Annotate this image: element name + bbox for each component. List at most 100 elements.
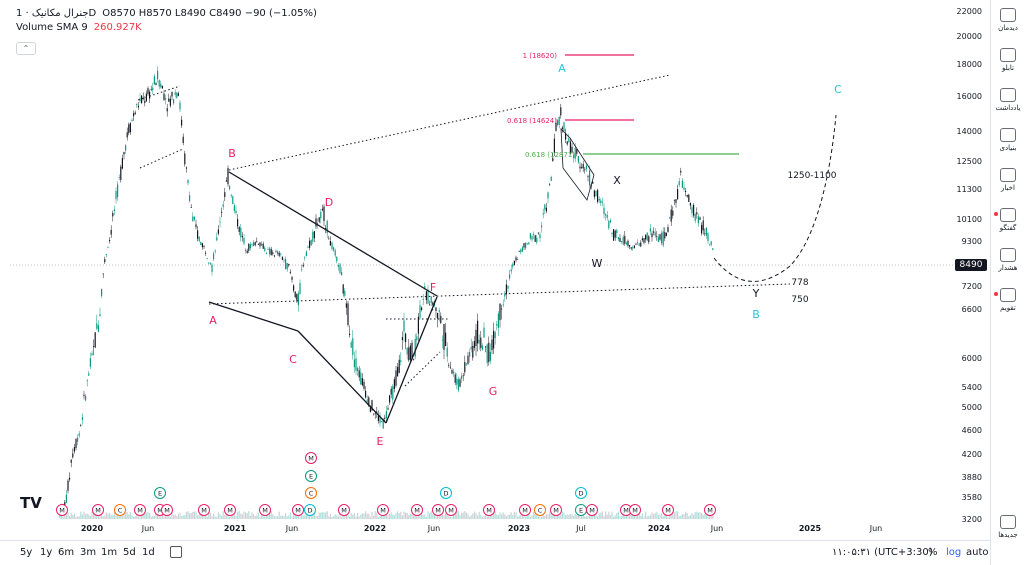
event-marker: E <box>575 504 587 516</box>
candle-body <box>427 289 429 304</box>
sidebar-item-3[interactable]: بنیادی <box>991 128 1024 152</box>
wave-label: X <box>613 174 621 187</box>
volume-bar <box>281 515 283 519</box>
volume-bar <box>465 512 467 519</box>
board-icon <box>1000 48 1016 62</box>
candle-body <box>488 342 490 362</box>
wave-label: G <box>489 385 498 398</box>
candle-body <box>213 253 215 260</box>
candle-body <box>451 370 453 374</box>
candle-body <box>459 379 461 387</box>
volume-bar <box>365 511 367 519</box>
dotted-trend-line <box>228 74 671 171</box>
candle-body <box>270 248 272 256</box>
volume-bar <box>424 514 426 519</box>
volume-bar <box>110 514 112 519</box>
volume-bar <box>632 513 634 519</box>
sidebar-item-2[interactable]: یادداشت <box>991 88 1024 112</box>
candle-body <box>93 346 95 347</box>
volume-bar <box>425 516 427 519</box>
candle-body <box>606 214 608 218</box>
sidebar-item-8[interactable]: جدیدها <box>991 515 1024 539</box>
volume-bar <box>456 511 458 519</box>
candle-body <box>461 375 463 379</box>
event-marker-letter: M <box>262 507 268 515</box>
percent-scale-button[interactable]: % <box>928 547 938 558</box>
candle-body <box>85 395 87 401</box>
event-marker-circle <box>161 504 173 516</box>
timeframe-5y[interactable]: 5y <box>20 547 33 558</box>
timeframe-3m[interactable]: 3m <box>80 547 97 558</box>
candle-body <box>510 269 512 272</box>
collapse-legend-button[interactable]: ⌃ <box>16 42 36 55</box>
sidebar-item-1[interactable]: تابلو <box>991 48 1024 72</box>
volume-bar <box>288 515 290 519</box>
sidebar-item-6[interactable]: هشدار <box>991 248 1024 272</box>
timeframe-5d[interactable]: 5d <box>123 547 136 558</box>
log-scale-button[interactable]: log <box>946 547 962 558</box>
timeframe-1d[interactable]: 1d <box>142 547 155 558</box>
volume-bar <box>621 516 623 519</box>
candle-body <box>568 138 570 142</box>
volume-bar <box>601 511 603 519</box>
volume-bar <box>133 516 135 519</box>
volume-bar <box>302 515 304 519</box>
volume-bar <box>280 515 282 519</box>
candle-body <box>678 181 680 186</box>
candle-body <box>190 207 192 208</box>
volume-bar <box>665 513 667 519</box>
symbol-title[interactable]: جنرال مكانیک · 1D <box>16 8 97 19</box>
date-range-calendar-icon[interactable] <box>170 546 182 558</box>
volume-bar <box>605 511 607 519</box>
candle-body <box>120 166 122 180</box>
timezone-clock[interactable]: ۱۱:۰۵:۳۱ (UTC+3:30) <box>832 547 933 558</box>
sidebar-item-5[interactable]: گفتگو <box>991 208 1024 232</box>
candle-body <box>499 303 501 321</box>
volume-bar <box>360 514 362 519</box>
candle-body <box>677 189 679 200</box>
volume-bar <box>195 511 197 519</box>
candle-body <box>257 243 259 245</box>
timeframe-1y[interactable]: 1y <box>40 547 53 558</box>
volume-bar <box>91 511 93 519</box>
candle-body <box>315 218 317 227</box>
candle-body <box>165 98 167 100</box>
volume-bar <box>461 512 463 519</box>
volume-bar <box>83 511 85 519</box>
volume-bar <box>94 514 96 519</box>
volume-bar <box>649 515 651 519</box>
candle-body <box>478 339 480 344</box>
chart-area[interactable]: 3200 3580 3880 4200 4600 5000 5400 6000 6600 7200… <box>0 0 990 535</box>
x-axis-tick-label: Jun <box>710 524 724 533</box>
volume-indicator-label[interactable]: Volume SMA 9 <box>16 22 88 33</box>
candle-body <box>685 190 687 193</box>
volume-bar <box>152 515 154 519</box>
timeframe-1m[interactable]: 1m <box>101 547 118 558</box>
volume-bar <box>509 514 511 519</box>
candle-body <box>381 421 383 422</box>
candle-body <box>229 186 231 190</box>
candle-body <box>334 250 336 256</box>
auto-scale-button[interactable]: auto <box>966 547 989 558</box>
volume-bar <box>477 515 479 519</box>
volume-bar <box>664 512 666 519</box>
candle-body <box>654 232 656 236</box>
candle-body <box>371 400 373 411</box>
sidebar-item-0[interactable]: دیدمان <box>991 8 1024 32</box>
volume-bar <box>257 512 259 519</box>
timeframe-6m[interactable]: 6m <box>58 547 75 558</box>
event-marker: M <box>483 504 495 516</box>
price-chart[interactable]: 3200 3580 3880 4200 4600 5000 5400 6000 6600 7200… <box>0 0 990 540</box>
sidebar-item-label: جدیدها <box>998 531 1018 539</box>
candle-body <box>577 156 579 163</box>
candle-body <box>638 243 640 246</box>
candle-body <box>480 337 482 348</box>
candle-body <box>328 238 330 240</box>
candle-body <box>112 212 114 217</box>
candle-body <box>65 494 67 503</box>
candle-body <box>502 304 504 306</box>
volume-bar <box>558 515 560 519</box>
y-axis-tick-label: 5000 <box>962 403 982 412</box>
sidebar-item-7[interactable]: تقویم <box>991 288 1024 312</box>
sidebar-item-4[interactable]: اخبار <box>991 168 1024 192</box>
